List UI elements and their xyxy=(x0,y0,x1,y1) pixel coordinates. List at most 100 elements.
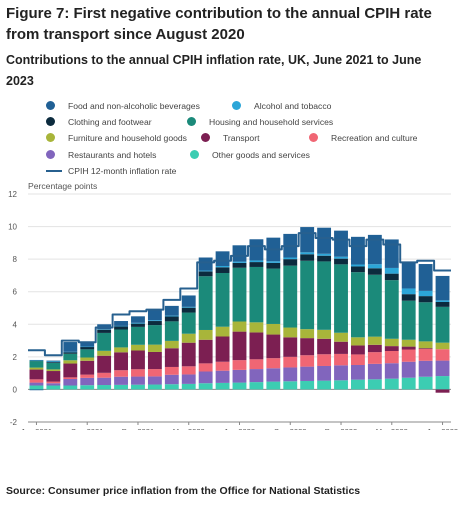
bar-segment xyxy=(334,256,348,259)
bar-segment xyxy=(63,385,78,390)
bar-segment xyxy=(131,376,145,385)
bar-segment xyxy=(164,315,179,317)
bar-segment xyxy=(80,377,95,386)
bar-segment xyxy=(418,349,433,361)
bar-segment xyxy=(29,367,44,370)
bar-segment xyxy=(164,321,179,341)
bar-segment xyxy=(46,371,61,382)
legend-label-alcohol: Alcohol and tobacco xyxy=(254,101,332,111)
bar-segment xyxy=(46,362,61,370)
bar-segment xyxy=(97,329,112,330)
bar-segment xyxy=(266,323,281,335)
legend-swatch-furniture xyxy=(46,133,55,142)
bar-segment xyxy=(351,264,365,267)
bar-segment xyxy=(181,374,196,384)
bar-segment xyxy=(418,341,433,349)
bar-segment xyxy=(97,350,112,356)
bar-segment xyxy=(198,276,213,330)
bar-segment xyxy=(367,234,382,265)
bar-segment xyxy=(131,322,145,324)
bar-segment xyxy=(147,310,162,321)
bar-segment xyxy=(351,365,365,380)
bar-segment xyxy=(215,326,230,337)
bar-segment xyxy=(435,300,450,302)
bar-segment xyxy=(384,338,399,347)
bar-segment xyxy=(232,321,247,332)
bar-segment xyxy=(164,316,179,322)
bar-segment xyxy=(164,348,179,367)
bar-segment xyxy=(384,350,399,364)
bar-segment xyxy=(266,262,281,269)
bar-segment xyxy=(80,357,95,361)
bar-segment xyxy=(334,353,348,366)
bar-segment xyxy=(164,374,179,385)
y-tick-label: 10 xyxy=(8,223,17,232)
bar-segment xyxy=(181,366,196,375)
bar-segment xyxy=(181,383,196,390)
bar-segment xyxy=(249,382,264,390)
stacked-bar-chart: -2 0 2 4 6 8 10 12 Percentage points Jun 2021 Sep … xyxy=(8,181,458,430)
bar-segment xyxy=(63,352,78,354)
bar-segment xyxy=(198,363,213,372)
bar-segment xyxy=(29,389,44,391)
bar-segment xyxy=(401,377,416,390)
bar-segment xyxy=(266,261,281,263)
bar-segment xyxy=(249,262,264,267)
bar-segment xyxy=(29,385,44,390)
bar-segment xyxy=(232,382,247,390)
x-tick-label: Mar 2023 xyxy=(376,427,408,430)
bar-segment xyxy=(80,374,95,378)
bar-segment xyxy=(367,379,382,390)
y-tick-label: 4 xyxy=(13,320,18,329)
x-tick-label: Jun 2022 xyxy=(224,427,255,430)
bar-segment xyxy=(300,329,315,339)
bar-segment xyxy=(232,261,247,263)
bar-segment xyxy=(351,272,365,338)
bar-segment xyxy=(249,322,264,333)
source-note: Source: Consumer price inflation from th… xyxy=(6,485,361,497)
bar-segment xyxy=(46,385,61,390)
bar-segment xyxy=(215,336,230,362)
legend-swatch-restaurants xyxy=(46,150,55,159)
bar-segment xyxy=(266,381,281,390)
legend-swatch-clothing xyxy=(46,117,55,126)
bar-segment xyxy=(401,262,416,289)
bar-segment xyxy=(114,376,128,385)
bar-segment xyxy=(198,257,213,271)
bar-segment xyxy=(29,369,44,380)
bar-segment xyxy=(283,257,298,260)
bar-segment xyxy=(317,261,332,330)
bar-segment xyxy=(249,239,264,261)
bar-segment xyxy=(384,239,399,268)
bar-segment xyxy=(435,389,450,393)
legend-swatch-housing xyxy=(187,117,196,126)
bar-segment xyxy=(181,342,196,367)
legend-label-restaurants: Restaurants and hotels xyxy=(68,150,157,160)
cpih-line xyxy=(28,232,451,357)
bar-segment xyxy=(401,294,416,301)
bar-segment xyxy=(300,252,315,255)
bar-segment xyxy=(334,341,348,354)
bar-segment xyxy=(283,356,298,368)
bar-segment xyxy=(198,383,213,390)
bar-segment xyxy=(114,347,128,353)
bar-segment xyxy=(300,366,315,381)
bar-segment xyxy=(334,332,348,342)
legend-swatch-recreation xyxy=(309,133,318,142)
bar-segment xyxy=(164,366,179,375)
bar-segment xyxy=(249,260,264,263)
bar-segment xyxy=(97,372,112,378)
bar-segment xyxy=(367,363,382,380)
bar-segment xyxy=(114,352,128,371)
bar-segment xyxy=(401,339,416,347)
bar-segment xyxy=(97,329,112,333)
bar-segment xyxy=(283,327,298,338)
x-tick-label: Dec 2021 xyxy=(122,427,155,430)
y-tick-label: -2 xyxy=(10,418,18,427)
bar-segment xyxy=(418,302,433,342)
bar-segment xyxy=(435,342,450,350)
bar-segment xyxy=(334,230,348,257)
bar-segment xyxy=(198,371,213,384)
bar-segment xyxy=(334,380,348,390)
bar-segment xyxy=(435,275,450,301)
